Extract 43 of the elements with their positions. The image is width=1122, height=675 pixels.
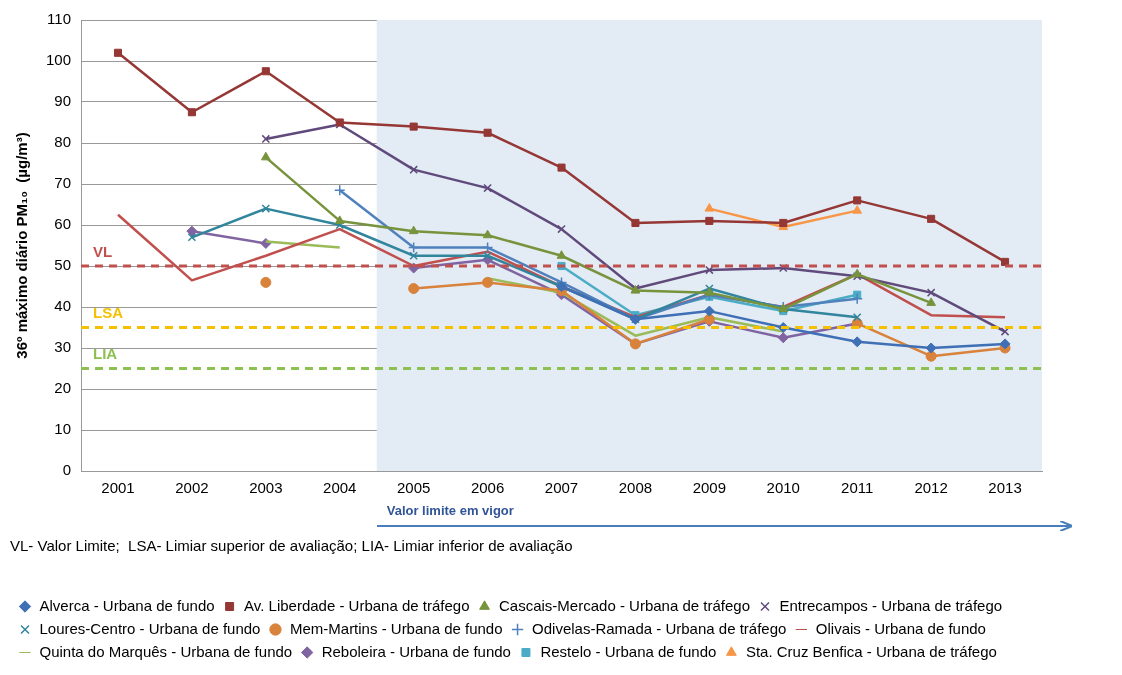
- ref-line-label: LSA: [93, 304, 124, 322]
- x-tick-label: 2008: [618, 479, 653, 497]
- y-axis-title: 36º máximo diário PM₁₀ (µg/m³): [13, 132, 31, 359]
- y-tick-label: 30: [54, 338, 72, 356]
- legend-label: Olivais - Urbana de fundo: [815, 619, 986, 637]
- x-tick-label: 2013: [988, 479, 1022, 497]
- x-tick-label: 2012: [914, 479, 948, 497]
- legend-label: Reboleira - Urbana de fundo: [321, 642, 511, 660]
- x-tick-label: 2011: [841, 479, 874, 497]
- legend-label: Odivelas-Ramada - Urbana de tráfego: [532, 619, 787, 637]
- legend-label: Loures-Centro - Urbana de fundo: [39, 619, 261, 637]
- band-label: Valor limite em vigor: [386, 502, 514, 518]
- x-tick-label: 2007: [544, 479, 579, 497]
- x-tick-label: 2002: [175, 479, 209, 497]
- x-tick-label: 2009: [692, 479, 727, 497]
- y-tick-label: 90: [54, 92, 72, 110]
- y-tick-label: 110: [47, 10, 72, 28]
- legend-label: Mem-Martins - Urbana de fundo: [289, 619, 503, 637]
- legend-label: Av. Liberdade - Urbana de tráfego: [244, 596, 470, 614]
- legend-label: Sta. Cruz Benfica - Urbana de tráfego: [745, 642, 997, 660]
- y-tick-label: 70: [54, 174, 72, 192]
- x-tick-label: 2003: [249, 479, 283, 497]
- y-tick-label: 100: [46, 51, 72, 69]
- x-tick-label: 2006: [470, 479, 505, 497]
- y-tick-label: 80: [54, 133, 72, 151]
- y-tick-label: 60: [54, 215, 72, 233]
- x-tick-label: 2001: [101, 479, 135, 497]
- legend-label: Cascais-Mercado - Urbana de tráfego: [499, 596, 750, 614]
- x-tick-label: 2010: [766, 479, 800, 497]
- ref-line-label: LIA: [93, 345, 118, 363]
- x-tick-label: 2005: [396, 479, 431, 497]
- y-tick-label: 40: [54, 297, 72, 315]
- y-tick-label: 0: [62, 461, 72, 479]
- y-tick-label: 10: [54, 420, 72, 438]
- legend-label: Alverca - Urbana de fundo: [39, 596, 215, 614]
- x-tick-label: 2004: [323, 479, 357, 497]
- ref-line-label: VL: [93, 242, 113, 260]
- legend-label: Quinta do Marquês - Urbana de fundo: [39, 642, 293, 660]
- y-tick-label: 20: [54, 379, 72, 397]
- legend-label: Restelo - Urbana de fundo: [540, 642, 717, 660]
- y-tick-label: 50: [54, 256, 72, 274]
- text: VL- Valor Limite; LSA- Limiar superior de avaliação; LIA- Limiar inferior de avaliação: [10, 537, 573, 555]
- legend-label: Entrecampos - Urbana de tráfego: [779, 596, 1003, 614]
